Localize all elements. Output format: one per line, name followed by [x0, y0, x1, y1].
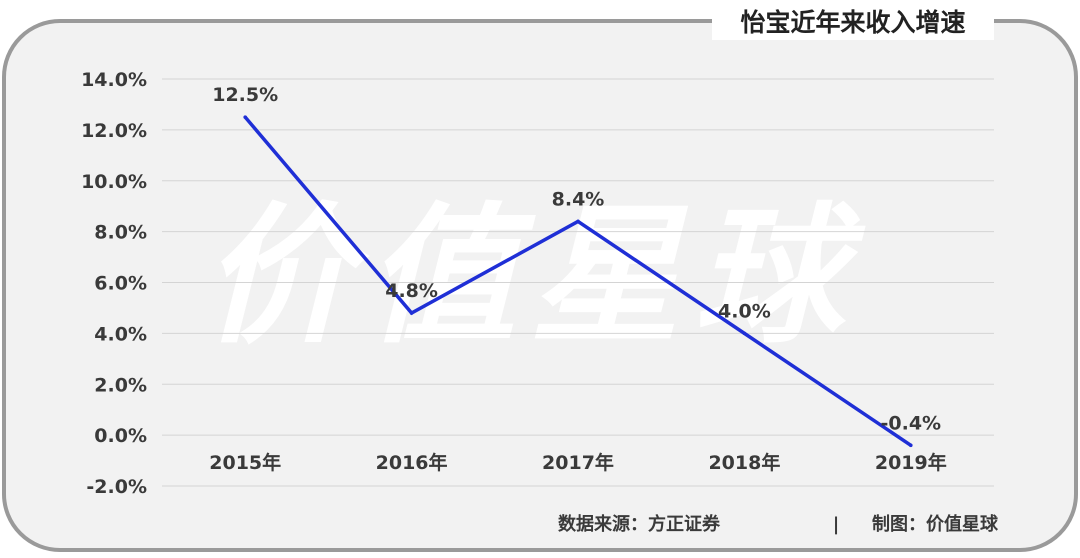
data-point — [576, 219, 580, 224]
y-tick-label: 8.0% — [94, 222, 147, 244]
y-tick-label: 6.0% — [94, 273, 147, 295]
y-axis-ticks: 14.0% 12.0% 10.0% 8.0% 6.0% 4.0% 2.0% 0.0% -2.0% — [81, 69, 147, 498]
y-tick-label: 2.0% — [94, 374, 147, 396]
x-tick-label: 2018年 — [708, 451, 780, 474]
data-point — [909, 443, 913, 448]
watermark-text: 价值星球 — [202, 190, 866, 364]
y-tick-label: 10.0% — [81, 171, 147, 193]
y-tick-label: 4.0% — [94, 323, 147, 345]
x-tick-label: 2015年 — [209, 451, 281, 474]
y-tick-label: 12.0% — [81, 120, 147, 142]
footer-separator: | — [833, 514, 840, 535]
x-tick-label: 2016年 — [376, 451, 448, 474]
y-tick-label: -2.0% — [86, 476, 147, 498]
x-tick-label: 2019年 — [875, 451, 947, 474]
data-point — [409, 311, 414, 315]
title-backdrop — [712, 4, 994, 40]
data-label: 4.8% — [385, 280, 438, 302]
data-label: 8.4% — [552, 188, 605, 210]
data-labels: 12.5% 4.8% 8.4% 4.0% -0.4% — [212, 84, 941, 434]
chart-panel — [2, 19, 1078, 552]
x-tick-label: 2017年 — [542, 451, 614, 474]
chart-title: 怡宝近年来收入增速 — [740, 8, 965, 37]
y-tick-label: 0.0% — [94, 425, 147, 447]
gridlines — [162, 78, 994, 487]
x-axis-ticks: 2015年 2016年 2017年 2018年 2019年 — [209, 451, 946, 474]
data-label: 12.5% — [212, 84, 278, 106]
data-point — [742, 331, 747, 336]
data-point — [243, 115, 247, 119]
y-tick-label: 14.0% — [81, 69, 147, 91]
source-note: 数据来源：方正证券 — [558, 513, 721, 535]
series-line-group — [243, 115, 913, 448]
credit-note: 制图：价值星球 — [872, 513, 999, 535]
data-label: 4.0% — [718, 300, 771, 322]
data-label: -0.4% — [881, 412, 942, 434]
